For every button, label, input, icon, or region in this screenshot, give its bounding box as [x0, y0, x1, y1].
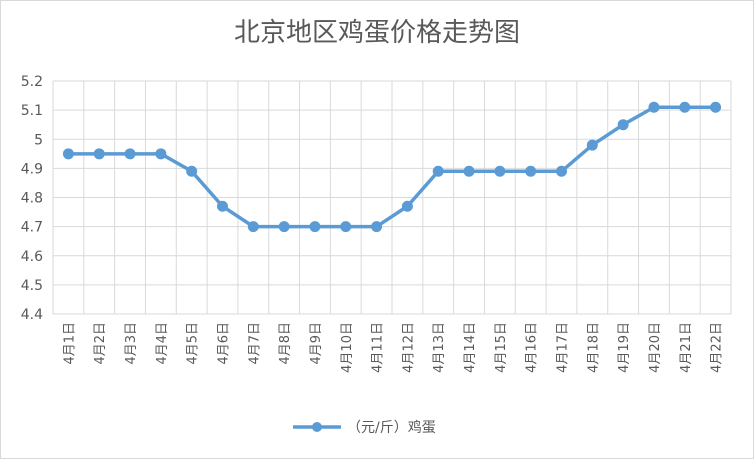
x-tick-label: 4月13日 — [432, 322, 447, 373]
data-point — [340, 221, 352, 233]
x-axis-ticks: 4月1日 4月2日 4月3日 4月4日 4月5日 4月6日 4月7日 4月8日 4月9日 4月10… — [62, 322, 724, 373]
x-tick-label: 4月9日 — [309, 322, 324, 365]
data-point — [371, 221, 383, 233]
data-point — [679, 101, 691, 113]
legend-label: （元/斤）鸡蛋 — [347, 419, 436, 436]
legend-marker — [312, 422, 322, 432]
x-tick-label: 4月17日 — [556, 322, 571, 373]
y-tick-label: 4.6 — [21, 249, 43, 265]
y-tick-label: 4.4 — [21, 307, 43, 323]
x-tick-label: 4月6日 — [217, 322, 232, 365]
data-point — [62, 148, 74, 160]
data-point — [617, 119, 629, 131]
data-point — [525, 165, 537, 177]
x-tick-label: 4月14日 — [463, 322, 478, 373]
y-tick-label: 5.2 — [21, 74, 43, 90]
y-tick-label: 5 — [34, 132, 43, 148]
x-tick-label: 4月5日 — [186, 322, 201, 365]
data-point — [186, 165, 198, 177]
y-tick-label: 5.1 — [21, 103, 43, 119]
y-tick-label: 4.7 — [21, 220, 43, 236]
series-line — [66, 105, 718, 229]
legend: （元/斤）鸡蛋 — [293, 419, 436, 436]
data-point — [309, 221, 321, 233]
x-tick-label: 4月12日 — [401, 322, 416, 373]
data-point — [93, 148, 105, 160]
data-point — [124, 148, 136, 160]
x-tick-label: 4月7日 — [247, 322, 262, 365]
data-point — [217, 200, 228, 212]
data-point — [247, 221, 259, 233]
x-tick-label: 4月2日 — [93, 322, 108, 365]
x-tick-label: 4月15日 — [494, 322, 509, 373]
data-point — [432, 165, 444, 177]
x-tick-label: 4月1日 — [62, 322, 77, 365]
y-tick-label: 4.9 — [21, 161, 43, 177]
y-tick-label: 4.8 — [21, 191, 43, 207]
data-point — [648, 101, 660, 113]
x-tick-label: 4月4日 — [155, 322, 170, 365]
x-tick-label: 4月19日 — [617, 322, 632, 373]
data-point — [556, 165, 567, 177]
data-point — [463, 165, 475, 177]
x-tick-label: 4月10日 — [340, 322, 355, 373]
x-tick-label: 4月16日 — [525, 322, 540, 373]
data-point — [586, 139, 598, 151]
x-tick-label: 4月21日 — [679, 322, 694, 373]
x-tick-label: 4月11日 — [371, 322, 386, 373]
data-point — [710, 101, 722, 113]
chart-title: 北京地区鸡蛋价格走势图 — [234, 18, 520, 48]
x-tick-label: 4月18日 — [586, 322, 601, 373]
x-tick-label: 4月20日 — [648, 322, 663, 373]
x-tick-label: 4月3日 — [124, 322, 139, 365]
x-tick-label: 4月22日 — [710, 322, 725, 373]
gridlines — [52, 80, 732, 315]
y-tick-label: 4.5 — [21, 278, 43, 294]
x-tick-label: 4月8日 — [278, 322, 293, 365]
series-layer — [62, 101, 722, 233]
data-point — [155, 148, 167, 160]
y-axis-ticks: 4.4 4.5 4.6 4.7 4.8 4.9 5 5.1 5.2 — [21, 74, 43, 323]
data-point — [494, 165, 506, 177]
data-point — [401, 200, 413, 212]
data-point — [278, 221, 290, 233]
